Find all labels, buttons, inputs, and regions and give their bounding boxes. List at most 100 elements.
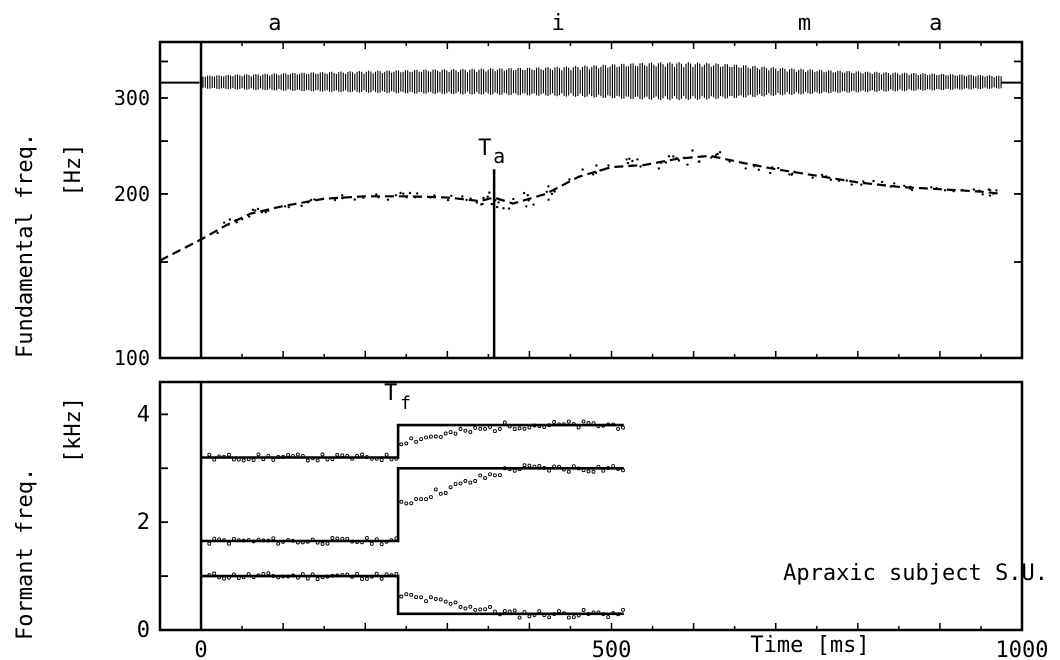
f0-point [341, 194, 344, 197]
formant-point [320, 452, 325, 457]
formant-point [414, 595, 419, 600]
formant-point [448, 601, 453, 606]
f0-point [903, 184, 906, 187]
formant-point [227, 541, 231, 546]
formant-point [399, 442, 404, 447]
formant-point [315, 577, 320, 582]
formant-point [483, 476, 488, 480]
formant-point [586, 421, 591, 425]
formant-point [399, 499, 404, 504]
formant-point [478, 473, 483, 478]
formant-point [468, 430, 473, 434]
formant-point [295, 540, 300, 545]
formant-point [212, 571, 217, 576]
f0-point [498, 198, 501, 201]
formant-point [404, 592, 409, 597]
formant-point [419, 497, 424, 502]
f0-point [909, 185, 912, 189]
f0-point [825, 175, 828, 178]
formant-point [369, 456, 374, 461]
f0-point [377, 196, 380, 199]
formant-point [315, 458, 320, 463]
formant-point [261, 457, 266, 462]
formant-point [424, 497, 428, 502]
formant-point [512, 427, 517, 432]
formant-point [222, 538, 226, 543]
formant-point [394, 456, 399, 461]
formant-point [325, 574, 330, 579]
formant-point [458, 605, 463, 609]
formant-point [227, 575, 231, 580]
formant-point [212, 457, 217, 462]
f0-point [872, 179, 875, 183]
f0-point [394, 194, 398, 197]
formant-point [566, 419, 571, 424]
formant-point [241, 538, 246, 543]
top-ylabel: Fundamental freq. [13, 133, 38, 358]
formant-point [414, 496, 419, 501]
formant-point [473, 607, 478, 612]
formant-point [552, 612, 557, 617]
formant-point [345, 572, 350, 577]
f0-point [545, 190, 548, 193]
formant-point [537, 424, 542, 428]
f0-point [718, 151, 722, 154]
formant-point [404, 501, 409, 506]
f0-contour [159, 149, 1002, 262]
formant-point [433, 597, 438, 601]
formant-point [453, 431, 458, 436]
f0-point [550, 192, 554, 196]
formant-point [389, 538, 394, 543]
f0-point [790, 173, 793, 176]
formant-point [557, 422, 561, 427]
formant-point [241, 458, 246, 463]
formant-point [552, 420, 557, 424]
formant-point [261, 571, 266, 576]
bottom-frame [158, 380, 1024, 632]
formant-point [424, 435, 428, 440]
bottom-y-tick-label: 4 [137, 402, 150, 427]
bottom-y-tick-label: 0 [137, 618, 150, 643]
formant-point [355, 454, 359, 458]
formant-point [483, 607, 488, 612]
f0-point [631, 159, 634, 163]
f0-point [234, 218, 238, 222]
formant-point [271, 574, 276, 578]
formant-point [611, 464, 616, 469]
formant-point [291, 538, 295, 543]
f0-point [935, 187, 938, 190]
f0-point [527, 199, 530, 202]
f0-point [547, 185, 550, 188]
formant-line-f3 [201, 423, 624, 459]
formant-point [291, 454, 295, 459]
top-y-tick-label: 100 [114, 346, 150, 370]
tf-marker-subscript: f [400, 393, 411, 414]
formant-point [394, 571, 399, 576]
formant-point [601, 612, 606, 617]
f0-point [753, 165, 756, 168]
f0-point [862, 180, 865, 183]
speech-waveform [160, 62, 1022, 101]
formant-point [231, 536, 236, 541]
formant-point [330, 457, 335, 462]
f0-point [235, 221, 238, 224]
formant-point [276, 541, 281, 546]
formant-point [621, 468, 625, 473]
segment-label: i [552, 11, 565, 36]
formant-point [251, 539, 256, 544]
f0-point [581, 168, 584, 171]
f0-point [981, 193, 984, 196]
formant-point [488, 424, 492, 429]
formant-point [557, 464, 561, 469]
formant-point [256, 573, 261, 578]
formant-point [497, 473, 502, 478]
formant-point [227, 452, 231, 457]
f0-point [490, 202, 494, 206]
formant-point [443, 431, 448, 436]
segment-label: a [929, 11, 942, 36]
formant-point [468, 480, 473, 485]
f0-point [793, 170, 796, 173]
formant-point [360, 577, 364, 582]
formant-point [527, 463, 532, 468]
formant-point [483, 426, 488, 431]
